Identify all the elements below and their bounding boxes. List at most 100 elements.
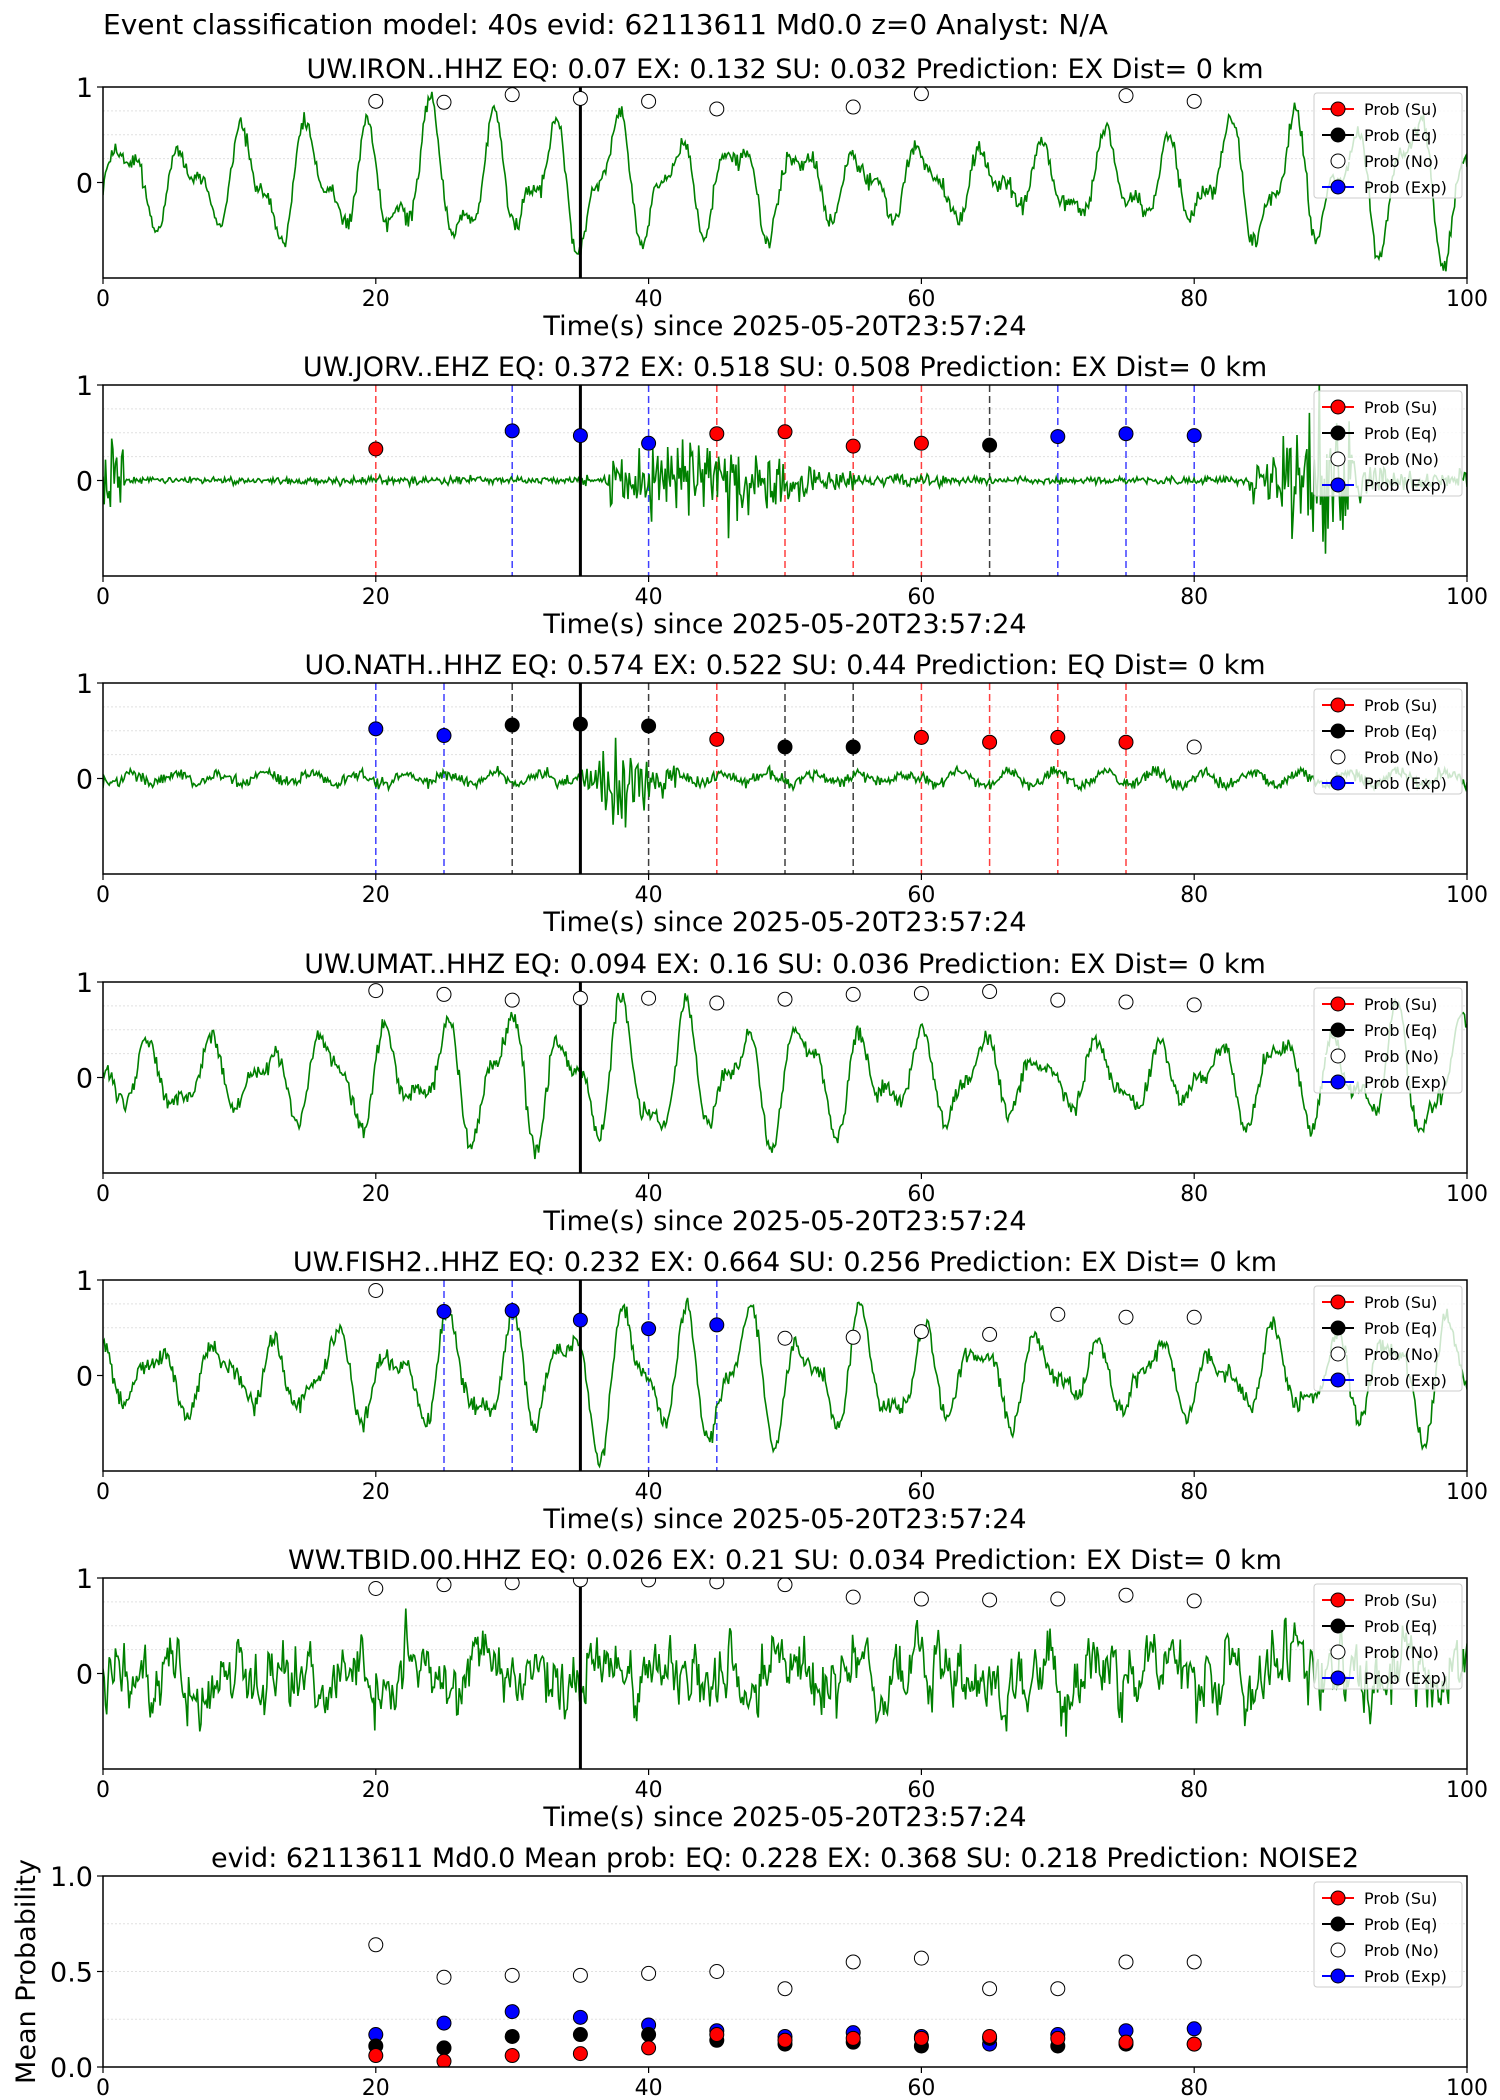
x-tick-label: 100 — [1446, 585, 1488, 610]
mean-prob-marker-su — [436, 2053, 452, 2067]
prob-marker-no — [913, 985, 929, 1001]
panel-title: UO.NATH..HHZ EQ: 0.574 EX: 0.522 SU: 0.4… — [304, 650, 1265, 681]
x-tick-label: 0 — [96, 2076, 110, 2100]
chart-panel-2: UW.JORV..EHZ EQ: 0.372 EX: 0.518 SU: 0.5… — [76, 352, 1488, 640]
mean-prob-marker-su — [777, 2032, 793, 2048]
prob-marker-no — [777, 991, 793, 1007]
legend: Prob (Su) Prob (Eq) Prob (No) Prob (Exp) — [1313, 1881, 1463, 1988]
x-axis-label: Time(s) since 2025-05-20T23:57:24 — [542, 907, 1026, 938]
legend-label: Prob (Su) — [1364, 1591, 1437, 1610]
panel-title: UW.FISH2..HHZ EQ: 0.232 EX: 0.664 SU: 0.… — [293, 1247, 1277, 1278]
legend-label: Prob (Exp) — [1364, 476, 1447, 495]
mean-prob-marker-su — [913, 2030, 929, 2046]
y-tick-label: 1 — [76, 1266, 93, 1297]
plot-area — [103, 683, 1467, 874]
legend-marker — [1330, 996, 1346, 1012]
y-tick-label: 0 — [76, 765, 93, 796]
y-tick-label: 0 — [76, 1660, 93, 1691]
x-tick-label: 100 — [1446, 1182, 1488, 1207]
mean-prob-marker-no — [982, 1981, 998, 1997]
legend-frame — [1313, 987, 1463, 1094]
legend-label: Prob (No) — [1364, 1345, 1439, 1364]
prob-marker-no — [1118, 994, 1134, 1010]
x-tick-label: 0 — [96, 883, 110, 908]
mean-prob-marker-su — [1186, 2036, 1202, 2052]
x-tick-label: 0 — [96, 287, 110, 312]
mean-prob-marker-su — [572, 2046, 588, 2062]
prob-marker-no — [1118, 1309, 1134, 1325]
x-tick-label: 100 — [1446, 2076, 1488, 2100]
x-tick-label: 80 — [1180, 883, 1208, 908]
prob-marker-no — [1118, 1587, 1134, 1603]
legend-marker — [1330, 1048, 1346, 1064]
x-tick-label: 40 — [635, 585, 663, 610]
plot-area — [103, 1578, 1467, 1769]
legend-marker — [1330, 1618, 1346, 1634]
prob-marker-su — [368, 441, 384, 457]
prob-marker-su — [913, 435, 929, 451]
legend: Prob (Su) Prob (Eq) Prob (No) Prob (Exp) — [1313, 1583, 1463, 1690]
legend-frame — [1313, 1881, 1463, 1988]
x-tick-label: 40 — [635, 1778, 663, 1803]
panel-title: WW.TBID.00.HHZ EQ: 0.026 EX: 0.21 SU: 0.… — [288, 1545, 1282, 1576]
prob-marker-eq — [572, 716, 588, 732]
prob-marker-no — [368, 1581, 384, 1597]
prob-marker-exp — [572, 1312, 588, 1328]
figure-suptitle: Event classification model: 40s evid: 62… — [103, 8, 1108, 41]
prob-marker-exp — [504, 1303, 520, 1319]
x-tick-label: 20 — [362, 1480, 390, 1505]
mean-prob-marker-su — [1050, 2030, 1066, 2046]
legend-marker — [1330, 1294, 1346, 1310]
x-axis-label: Time(s) since 2025-05-20T23:57:24 — [542, 609, 1026, 640]
plot-area — [368, 1937, 1202, 2067]
x-tick-label: 20 — [362, 287, 390, 312]
prob-marker-su — [1050, 729, 1066, 745]
x-tick-label: 0 — [96, 1480, 110, 1505]
legend-marker — [1330, 451, 1346, 467]
axes-frame — [102, 86, 1468, 279]
panel-title: UW.UMAT..HHZ EQ: 0.094 EX: 0.16 SU: 0.03… — [304, 949, 1266, 980]
prob-marker-no — [845, 986, 861, 1002]
panel-title: UW.JORV..EHZ EQ: 0.372 EX: 0.518 SU: 0.5… — [303, 352, 1267, 383]
prob-marker-no — [1186, 739, 1202, 755]
prob-marker-no — [845, 1589, 861, 1605]
legend-marker — [1330, 1022, 1346, 1038]
mean-prob-marker-eq — [572, 2027, 588, 2043]
mean-prob-marker-su — [845, 2030, 861, 2046]
mean-prob-marker-no — [572, 1967, 588, 1983]
prob-marker-no — [504, 992, 520, 1008]
legend-label: Prob (Exp) — [1364, 178, 1447, 197]
mean-prob-marker-eq — [436, 2040, 452, 2056]
y-tick-label: 1 — [76, 968, 93, 999]
prob-marker-no — [504, 87, 520, 103]
legend-label: Prob (Eq) — [1364, 1915, 1437, 1934]
x-tick-label: 60 — [907, 287, 935, 312]
mean-prob-marker-eq — [641, 2027, 657, 2043]
legend-label: Prob (Su) — [1364, 1293, 1437, 1312]
y-tick-label: 0.5 — [50, 1958, 93, 1989]
legend: Prob (Su) Prob (Eq) Prob (No) Prob (Exp) — [1313, 92, 1463, 199]
legend-marker — [1330, 697, 1346, 713]
prob-marker-su — [709, 426, 725, 442]
mean-prob-marker-no — [1050, 1981, 1066, 1997]
legend: Prob (Su) Prob (Eq) Prob (No) Prob (Exp) — [1313, 987, 1463, 1094]
legend-label: Prob (Eq) — [1364, 1617, 1437, 1636]
prob-marker-no — [572, 990, 588, 1006]
prob-marker-no — [777, 1330, 793, 1346]
waveform-trace — [103, 91, 1467, 272]
legend-label: Prob (Su) — [1364, 398, 1437, 417]
legend-marker — [1330, 723, 1346, 739]
prob-marker-no — [368, 1283, 384, 1299]
prob-marker-no — [1050, 1306, 1066, 1322]
prob-marker-exp — [641, 1321, 657, 1337]
legend-marker — [1330, 153, 1346, 169]
prob-marker-exp — [1186, 428, 1202, 444]
legend-marker — [1330, 1942, 1346, 1958]
prob-marker-su — [982, 734, 998, 750]
x-tick-label: 40 — [635, 1182, 663, 1207]
mean-prob-marker-no — [709, 1964, 725, 1979]
x-tick-label: 60 — [907, 2076, 935, 2100]
prob-marker-no — [436, 94, 452, 110]
prob-marker-su — [777, 424, 793, 440]
